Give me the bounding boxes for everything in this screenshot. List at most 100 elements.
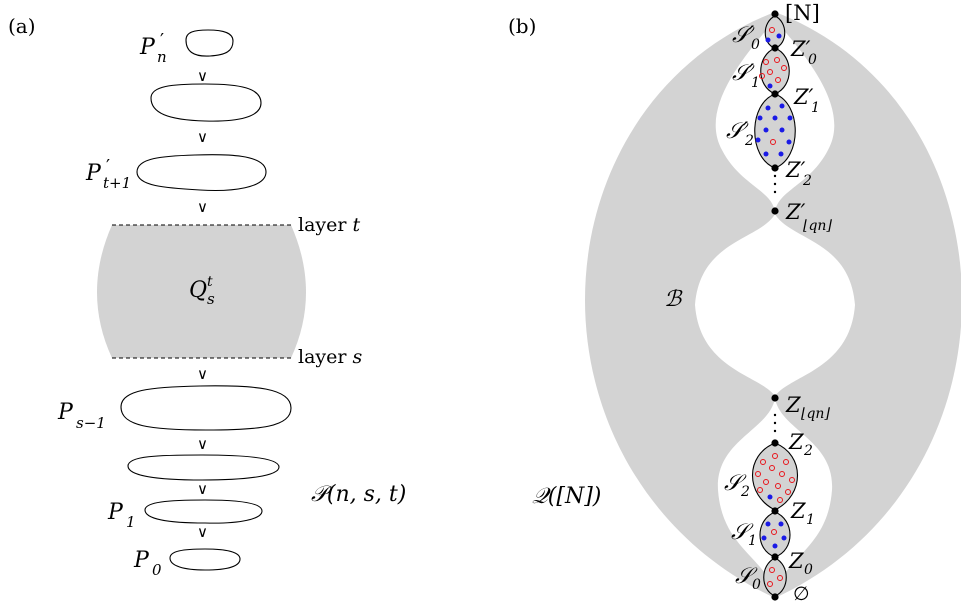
red-dot [767, 581, 773, 587]
layer-s-label: layer s [298, 346, 363, 368]
ellipsis-dot [773, 174, 777, 178]
node-top-n [771, 10, 779, 18]
ellipsis-dot [773, 421, 777, 425]
partition-p-n-prime [185, 29, 234, 57]
panel-b: (b) [508, 1, 961, 605]
label-top-set: [N] [785, 1, 820, 25]
ellipsis-dot [773, 413, 777, 417]
blue-dot [779, 103, 785, 109]
panel-a-tag: (a) [8, 14, 36, 38]
blue-dot [786, 139, 792, 145]
ellipsis-dot [773, 182, 777, 186]
blue-dot [755, 137, 761, 143]
label-z-prime-1-sub: 1 [811, 100, 820, 116]
label-z-prime-qn-sub: ⌊qn⌋ [803, 218, 832, 234]
order-symbol: ∨ [197, 198, 208, 216]
label-p-t-mark: ′ [106, 156, 110, 177]
label-z-2-sub: 2 [803, 443, 813, 459]
panel-a: (a) P ′ n ∨ ∨ P ′ t+1 ∨ Q t s layer t la… [8, 14, 406, 579]
red-dot [757, 487, 763, 493]
red-dot [763, 59, 769, 65]
red-dot [781, 65, 787, 71]
red-dot [755, 471, 761, 477]
order-symbol: ∨ [197, 523, 208, 541]
label-z-0: Z [788, 549, 804, 573]
partition-level-n-1 [150, 83, 262, 122]
partition-p-s-minus-1 [120, 385, 292, 431]
red-dot [760, 459, 766, 465]
red-dot [774, 57, 780, 63]
label-p-1-base: P [107, 500, 124, 525]
label-z-prime-0-sub: 0 [808, 52, 817, 68]
layer-t-label: layer t [298, 214, 361, 236]
s-0-blob [763, 557, 787, 597]
node-z-prime-0 [771, 44, 779, 52]
label-p-n-prime-base: P [139, 35, 156, 60]
label-p-t-sub: t+1 [103, 174, 131, 192]
red-dot [779, 471, 785, 477]
label-z-1-sub: 1 [806, 512, 815, 528]
label-q-family: 𝒬([N]) [532, 484, 601, 509]
blue-dot [776, 33, 782, 39]
label-s-2-sub: 2 [740, 484, 750, 500]
partition-p-t-plus-1 [136, 154, 267, 191]
s-prime-1-blob [760, 47, 790, 95]
blue-dot [763, 151, 769, 157]
label-z-prime-qn: Z′ [785, 200, 806, 224]
label-z-prime-0: Z′ [790, 37, 811, 61]
poset-name-label: 𝒫(n, s, t) [311, 482, 406, 507]
label-s-prime-1-sub: 1 [751, 75, 760, 91]
blue-dot [787, 115, 793, 121]
red-dot [769, 567, 775, 573]
blue-dot [765, 105, 771, 111]
label-q-base: Q [189, 278, 207, 303]
label-s-prime-0-sub: 0 [751, 37, 760, 53]
blue-dot [765, 521, 771, 527]
order-symbol: ∨ [197, 67, 208, 85]
partition-p-0 [169, 548, 241, 571]
label-z-1: Z [790, 499, 806, 523]
blue-dot [761, 535, 767, 541]
node-z-0 [771, 553, 779, 561]
label-q-sub: s [207, 290, 215, 308]
s-prime-2-blob [754, 93, 796, 169]
label-p-n-prime-mark: ′ [160, 30, 164, 51]
label-b-family: ℬ [664, 287, 683, 312]
ellipsis-dot [773, 429, 777, 433]
red-dot [767, 69, 773, 75]
label-q-sup: t [207, 274, 213, 290]
order-symbol: ∨ [197, 435, 208, 453]
order-symbol: ∨ [197, 480, 208, 498]
label-s-prime-2: 𝒮′ [726, 119, 749, 144]
node-z-prime-1 [771, 90, 779, 98]
red-dot [769, 465, 775, 471]
blue-dot [781, 535, 787, 541]
order-symbol: ∨ [197, 128, 208, 146]
node-z-qn [771, 394, 779, 402]
red-dot [770, 139, 776, 145]
ellipsis-dot [773, 190, 777, 194]
label-p-0-base: P [133, 548, 150, 573]
label-p-0-sub: 0 [152, 561, 162, 579]
red-dot [775, 483, 781, 489]
node-z-prime-qn [771, 207, 779, 215]
boolean-lattice-region [585, 12, 961, 598]
red-dot [771, 529, 777, 535]
label-s-prime-2-sub: 2 [744, 133, 754, 149]
label-z-prime-2-sub: 2 [802, 173, 812, 189]
label-p-s-sub: s−1 [76, 414, 106, 432]
panel-b-tag: (b) [508, 14, 536, 38]
label-z-2: Z [788, 430, 804, 454]
blue-dot [757, 115, 763, 121]
red-dot [775, 77, 781, 83]
label-z-qn: Z [785, 393, 801, 417]
partition-p-1 [144, 499, 263, 524]
red-dot [769, 27, 775, 33]
red-dot [777, 497, 783, 503]
label-s-1-sub: 1 [748, 533, 757, 549]
label-empty-set: ∅ [793, 583, 810, 605]
label-p-t-base: P [85, 161, 102, 186]
label-z-0-sub: 0 [804, 562, 813, 578]
blue-dot [778, 521, 784, 527]
